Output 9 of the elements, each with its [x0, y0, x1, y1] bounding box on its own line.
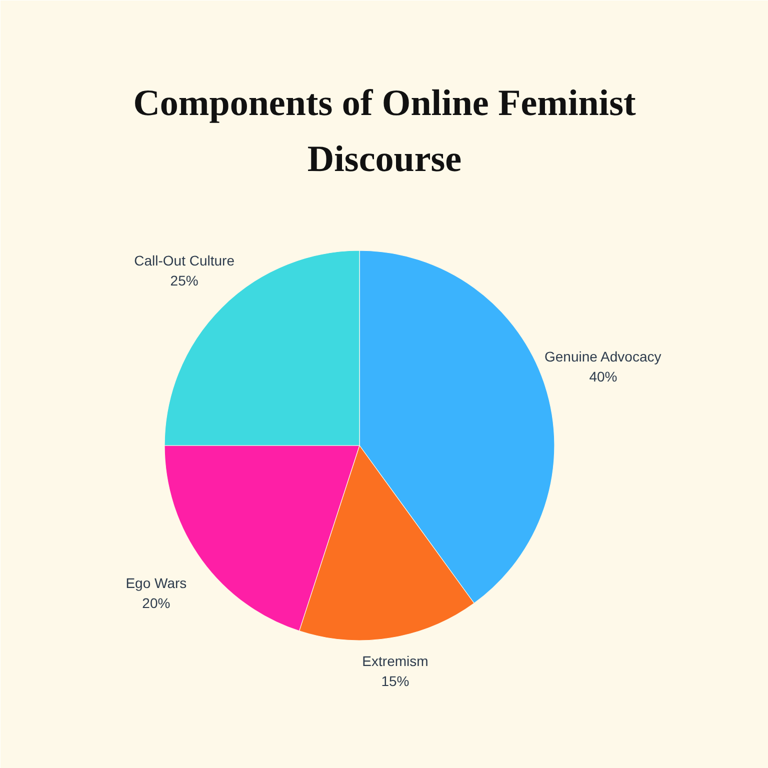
chart-title: Components of Online Feminist Discourse: [133, 83, 636, 180]
data-label: 15%: [381, 673, 410, 690]
slice-label: Call-Out Culture: [134, 252, 235, 268]
data-label: 20%: [142, 595, 170, 612]
slice-label: Genuine Advocacy: [544, 348, 662, 364]
data-label: 25%: [170, 272, 198, 288]
data-label: 40%: [589, 368, 618, 384]
slice-label: Extremism: [362, 653, 428, 670]
slice-label: Ego Wars: [126, 575, 187, 592]
